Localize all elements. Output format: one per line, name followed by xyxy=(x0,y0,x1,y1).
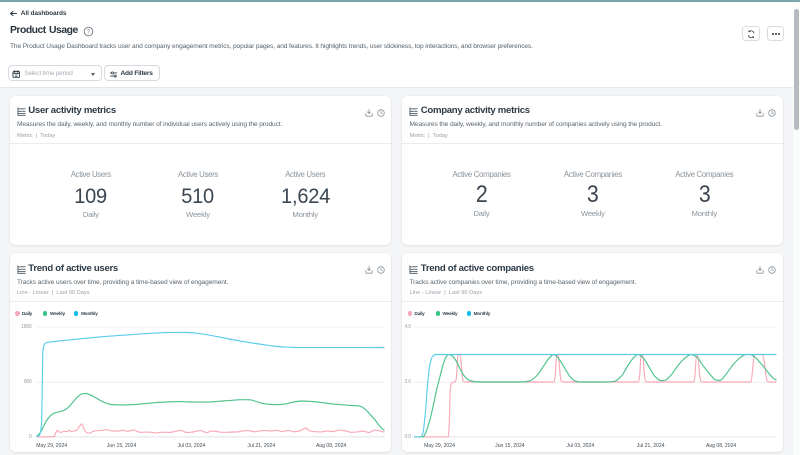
svg-text:?: ? xyxy=(87,30,91,36)
